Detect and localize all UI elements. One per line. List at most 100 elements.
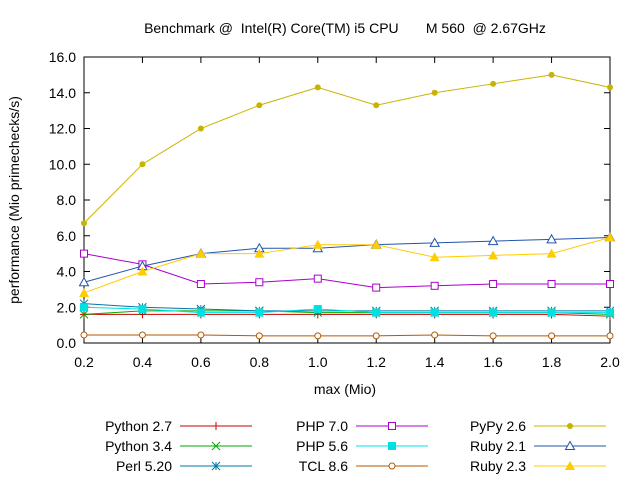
data-point-pypy-2-6	[548, 71, 555, 78]
data-point-ruby-2-1	[429, 237, 441, 247]
data-point-pypy-2-6	[607, 84, 613, 91]
x-axis-label: max (Mio)	[314, 381, 376, 397]
data-point-ruby-2-1	[546, 233, 557, 244]
legend-swatch-marker	[388, 462, 396, 470]
x-tick-label: 1.4	[425, 354, 445, 370]
legend-item-python-3-4: Python 3.4	[105, 438, 252, 454]
legend-item-tcl-8-6: TCL 8.6	[299, 458, 428, 474]
data-point-php-7-0	[196, 280, 205, 289]
series-php-5-6	[80, 303, 614, 317]
axes: 0.2 0.4 0.6 0.8 1.0 1.2 1.4 1.6 1.8 2.0 0.0 2.0 4.0 6…	[49, 49, 620, 370]
series-line-python-2-7	[84, 313, 611, 317]
legend-label: Perl 5.20	[116, 458, 172, 474]
legend-item-ruby-2-3: Ruby 2.3	[470, 458, 606, 474]
series-line-ruby-2-3	[83, 237, 611, 294]
data-point-ruby-2-3	[79, 287, 89, 297]
data-point-ruby-2-3	[371, 239, 382, 249]
y-tick-label: 2.0	[57, 299, 77, 315]
data-point-php-7-0	[489, 280, 498, 289]
data-point-pypy-2-6	[314, 84, 321, 91]
data-point-ruby-2-3	[254, 248, 265, 258]
data-point-php-5-6	[196, 308, 205, 317]
data-point-ruby-2-3	[195, 248, 206, 258]
data-point-php-7-0	[313, 274, 322, 283]
data-point-php-7-0	[80, 249, 88, 258]
data-point-php-5-6	[606, 308, 614, 317]
data-point-tcl-8-6	[372, 332, 380, 340]
legend-label: PyPy 2.6	[470, 418, 526, 434]
y-tick-label: 10.0	[49, 156, 76, 172]
data-point-ruby-2-3	[605, 232, 615, 242]
data-point-php-5-6	[372, 308, 381, 317]
data-point-php-5-6	[255, 308, 264, 317]
x-tick-label: 2.0	[600, 354, 620, 370]
series-python-2-7	[80, 310, 614, 321]
data-point-pypy-2-6	[81, 220, 87, 227]
data-point-tcl-8-6	[138, 331, 146, 339]
y-tick-label: 14.0	[49, 85, 76, 101]
legend-item-python-2-7: Python 2.7	[105, 418, 252, 434]
data-point-php-7-0	[606, 280, 614, 289]
legend-swatch-marker	[211, 461, 221, 471]
legend-label: TCL 8.6	[299, 458, 348, 474]
legend-swatch-marker	[564, 440, 576, 450]
data-point-php-5-6	[138, 305, 147, 314]
data-point-tcl-8-6	[431, 331, 439, 339]
data-point-pypy-2-6	[490, 80, 497, 87]
data-point-php-7-0	[372, 283, 381, 292]
data-point-tcl-8-6	[197, 331, 205, 339]
y-tick-label: 4.0	[57, 264, 77, 280]
data-point-tcl-8-6	[255, 332, 263, 340]
legend-item-php-5-6: PHP 5.6	[296, 438, 428, 454]
legend-swatch-marker	[567, 423, 573, 429]
x-tick-label: 0.4	[133, 354, 153, 370]
data-point-ruby-2-1	[487, 235, 499, 246]
data-point-tcl-8-6	[606, 332, 614, 340]
legend-label: Python 3.4	[105, 438, 172, 454]
data-point-php-5-6	[547, 308, 556, 317]
x-tick-label: 0.6	[191, 354, 211, 370]
data-point-ruby-2-3	[488, 250, 499, 260]
x-tick-label: 1.6	[483, 354, 503, 370]
legend-item-php-7-0: PHP 7.0	[296, 418, 428, 434]
series-php-7-0	[80, 249, 614, 292]
legend-label: Ruby 2.1	[470, 438, 526, 454]
plot-frame	[83, 56, 611, 344]
series-line-php-5-6	[83, 306, 610, 314]
series-line-php-7-0	[83, 253, 610, 289]
data-point-ruby-2-3	[429, 252, 440, 262]
data-point-php-5-6	[489, 308, 498, 317]
x-tick-label: 1.2	[366, 354, 386, 370]
data-point-php-5-6	[313, 305, 322, 314]
plot-area	[78, 71, 616, 340]
data-point-php-5-6	[80, 303, 88, 312]
chart-title: Benchmark @ Intel(R) Core(TM) i5 CPU M 5…	[144, 20, 546, 36]
legend-swatch-marker	[388, 422, 396, 430]
legend-item-perl-5-20: Perl 5.20	[116, 458, 252, 474]
series-line-perl-5-20	[83, 303, 610, 312]
data-point-tcl-8-6	[314, 332, 322, 340]
data-point-tcl-8-6	[489, 332, 497, 340]
data-point-ruby-2-3	[137, 266, 148, 276]
data-point-php-7-0	[430, 281, 439, 290]
legend-label: PHP 5.6	[296, 438, 348, 454]
x-tick-label: 0.2	[74, 354, 94, 370]
data-point-ruby-2-3	[312, 239, 323, 249]
y-tick-label: 12.0	[49, 121, 76, 137]
data-point-php-7-0	[547, 280, 556, 289]
data-point-php-7-0	[255, 278, 264, 287]
data-point-python-3-4	[79, 310, 89, 319]
data-point-pypy-2-6	[139, 161, 146, 168]
x-tick-label: 1.8	[542, 354, 562, 370]
series-pypy-2-6	[81, 71, 613, 227]
data-point-ruby-2-3	[546, 248, 557, 258]
x-tick-label: 1.0	[308, 354, 328, 370]
data-point-ruby-2-1	[78, 276, 90, 287]
data-point-tcl-8-6	[80, 331, 88, 339]
y-tick-label: 8.0	[57, 192, 77, 208]
legend: Python 2.7 Python 3.4 Perl 5.20 PHP 7.0 PHP …	[105, 418, 606, 474]
legend-item-pypy-2-6: PyPy 2.6	[470, 418, 606, 434]
data-point-tcl-8-6	[548, 332, 556, 340]
data-point-php-5-6	[430, 308, 439, 317]
